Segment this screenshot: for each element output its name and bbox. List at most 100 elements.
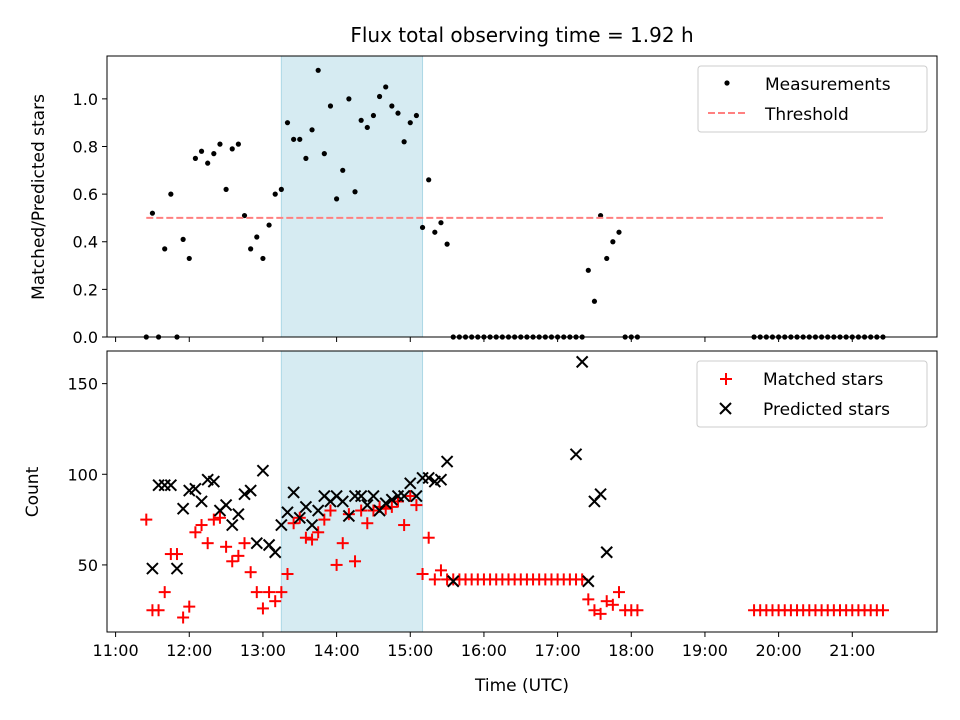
top-y-axis-label: Matched/Predicted stars <box>29 94 49 300</box>
measurement-point <box>223 186 229 192</box>
legend-marker-matched-stars <box>720 373 732 385</box>
predicted-star-point <box>207 475 221 488</box>
matched-star-point <box>422 531 435 544</box>
predicted-star-point <box>397 489 411 503</box>
predicted-star-point <box>342 509 356 523</box>
matched-star-point <box>318 513 331 526</box>
predicted-star-point <box>600 546 613 559</box>
measurement-point <box>229 146 235 152</box>
predicted-star-point <box>226 518 239 532</box>
measurement-point <box>327 103 334 109</box>
measurement-point <box>309 127 315 133</box>
legend-marker-measurements <box>724 80 730 86</box>
measurement-point <box>291 136 297 142</box>
top-legend: Measurements Threshold <box>697 65 928 133</box>
predicted-star-point <box>440 455 454 468</box>
measurement-point <box>376 93 383 100</box>
predicted-star-point <box>447 575 460 588</box>
predicted-star-point <box>293 511 306 524</box>
predicted-star-point <box>275 518 288 532</box>
bottom-x-axis: 11:00 12:00 13:00 14:00 15:00 16:00 17:00 18:00… <box>93 632 875 660</box>
x-tick-label: 11:00 <box>93 641 139 660</box>
bottom-y-axis: 50 100 150 <box>67 375 107 575</box>
measurement-point <box>370 112 377 119</box>
measurement-point <box>241 212 248 219</box>
predicted-star-point <box>232 507 245 521</box>
measurement-point <box>364 124 370 131</box>
x-tick-label: 15:00 <box>387 641 433 660</box>
y-tick-label: 0.2 <box>73 280 98 299</box>
top-x-axis <box>115 337 853 342</box>
legend-label-threshold: Threshold <box>764 105 849 125</box>
y-tick-label: 0.4 <box>73 233 98 252</box>
predicted-star-point <box>311 504 325 517</box>
measurement-point <box>395 110 401 116</box>
x-tick-label: 18:00 <box>608 641 654 660</box>
predicted-star-point <box>379 497 392 510</box>
matched-star-point <box>232 549 245 562</box>
measurement-point <box>352 189 358 195</box>
matched-star-point <box>281 567 294 580</box>
measurement-point <box>610 239 616 245</box>
measurement-point <box>438 220 444 226</box>
matched-star-point <box>263 586 276 599</box>
matched-star-point <box>588 604 601 617</box>
measurement-point <box>235 141 241 147</box>
matched-star-point <box>220 540 233 553</box>
predicted-star-point <box>164 478 178 492</box>
matched-star-point <box>434 564 447 577</box>
y-tick-label: 100 <box>67 465 98 484</box>
matched-star-point <box>158 586 171 599</box>
matched-star-point <box>238 537 251 550</box>
predicted-star-point <box>281 506 294 519</box>
measurement-point <box>419 224 426 231</box>
predicted-star-point <box>336 495 349 508</box>
matched-star-point <box>355 504 368 517</box>
matched-star-point <box>582 593 595 606</box>
measurement-point <box>186 255 192 262</box>
legend-label-measurements: Measurements <box>765 75 891 95</box>
matched-star-point <box>183 600 196 613</box>
measurement-point <box>248 246 254 252</box>
measurement-point <box>585 267 591 273</box>
predicted-star-point <box>299 500 313 514</box>
matched-star-point <box>256 602 269 615</box>
bottom-plot-area <box>140 355 889 624</box>
matched-star-point <box>336 537 349 550</box>
predicted-star-point <box>256 464 270 477</box>
matched-star-point <box>287 517 300 530</box>
matched-star-point <box>385 500 398 513</box>
bottom-legend-box <box>696 360 928 428</box>
x-tick-label: 13:00 <box>240 641 286 660</box>
y-tick-label: 50 <box>78 556 98 575</box>
x-tick-label: 16:00 <box>461 641 507 660</box>
measurement-point <box>426 177 432 183</box>
predicted-star-point <box>176 502 190 515</box>
matched-star-point <box>361 517 374 530</box>
matched-star-point <box>299 531 312 544</box>
top-highlight-band <box>280 55 424 338</box>
measurement-point <box>358 117 364 123</box>
predicted-star-point <box>146 562 159 575</box>
predicted-star-point <box>305 518 319 532</box>
bottom-axes-frame <box>106 350 938 633</box>
x-tick-label: 12:00 <box>166 641 212 660</box>
matched-star-point <box>250 586 263 599</box>
legend-label-predicted-stars: Predicted stars <box>763 400 890 420</box>
matched-star-point <box>404 490 417 503</box>
matched-star-point <box>226 555 239 568</box>
matched-star-point <box>312 526 325 539</box>
matched-star-point <box>140 513 153 526</box>
predicted-star-point <box>367 489 380 503</box>
matched-star-point <box>213 511 226 524</box>
matched-star-point <box>606 598 619 611</box>
y-tick-label: 0.8 <box>73 137 98 156</box>
matched-star-point <box>207 513 220 526</box>
measurement-point <box>149 210 156 216</box>
measurement-point <box>413 112 420 119</box>
predicted-star-point <box>569 448 583 461</box>
predicted-star-point <box>404 477 417 490</box>
predicted-star-point <box>410 489 423 503</box>
